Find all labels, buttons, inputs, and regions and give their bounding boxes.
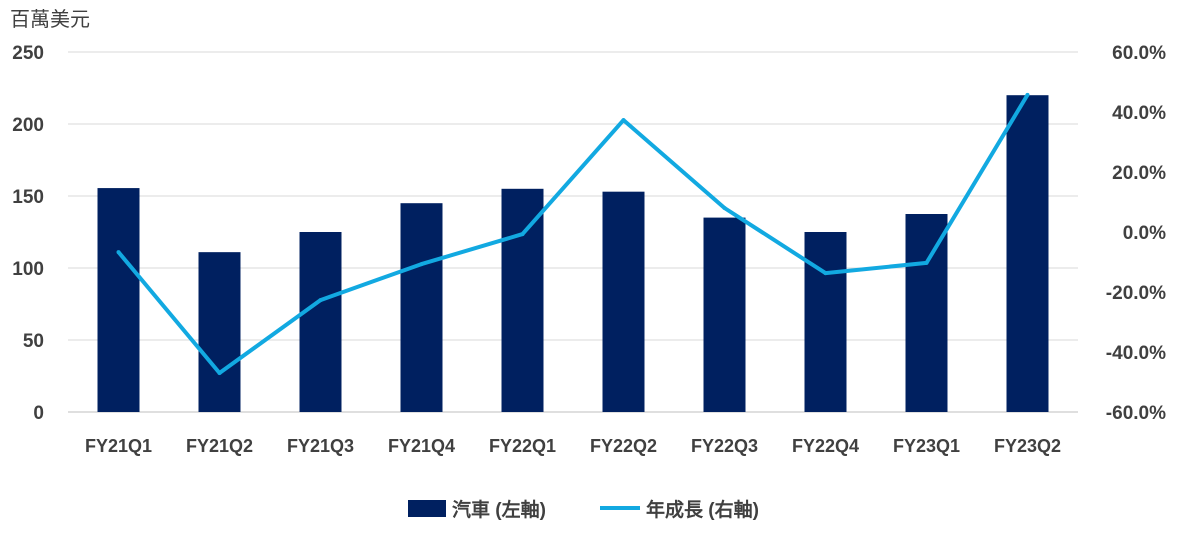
x-tick-label: FY23Q1 [893, 436, 960, 456]
legend-swatch-bar [408, 500, 446, 517]
bar [602, 191, 645, 412]
line-point [924, 260, 929, 265]
legend: 汽車 (左軸) 年成長 (右軸) [408, 498, 759, 521]
bar [97, 188, 140, 412]
x-tick-label: FY23Q2 [994, 436, 1061, 456]
bar [501, 188, 544, 412]
x-tick-label: FY21Q2 [186, 436, 253, 456]
left-tick-label: 100 [12, 259, 44, 280]
line-point [722, 206, 727, 210]
x-tick-label: FY21Q3 [287, 436, 354, 456]
x-tick-label: FY22Q1 [489, 436, 556, 456]
right-tick-label: 20.0% [1112, 163, 1166, 184]
line-point [318, 298, 323, 303]
bar [1006, 95, 1049, 412]
legend-label-line: 年成長 (右軸) [646, 498, 759, 521]
growth-line [116, 93, 1030, 375]
bar [905, 214, 948, 412]
x-tick-label: FY21Q1 [85, 436, 152, 456]
legend-label-bar: 汽車 (左軸) [452, 498, 546, 521]
left-tick-label: 50 [23, 331, 44, 352]
line-point [823, 271, 828, 276]
x-tick-label: FY22Q3 [691, 436, 758, 456]
line-point [520, 232, 525, 237]
left-tick-label: 0 [33, 403, 44, 424]
bar [198, 252, 241, 412]
right-tick-label: 40.0% [1112, 103, 1166, 124]
right-tick-label: -40.0% [1106, 343, 1166, 364]
left-tick-label: 150 [12, 187, 44, 208]
line-point [621, 118, 626, 123]
bar [804, 232, 847, 412]
bar [703, 217, 746, 412]
x-tick-label: FY21Q4 [388, 436, 455, 456]
line-point [217, 371, 222, 375]
unit-label: 百萬美元 [10, 8, 90, 31]
line-point [116, 250, 121, 255]
x-tick-label: FY22Q4 [792, 436, 859, 456]
right-tick-label: -60.0% [1106, 403, 1166, 424]
left-tick-label: 250 [12, 43, 44, 64]
right-tick-label: 0.0% [1123, 223, 1166, 244]
left-tick-label: 200 [12, 115, 44, 136]
x-tick-label: FY22Q2 [590, 436, 657, 456]
line-point [1025, 92, 1030, 97]
right-tick-label: 60.0% [1112, 43, 1166, 64]
bar [299, 232, 342, 412]
bar [400, 203, 443, 412]
line-point [419, 262, 424, 267]
right-tick-label: -20.0% [1106, 283, 1166, 304]
